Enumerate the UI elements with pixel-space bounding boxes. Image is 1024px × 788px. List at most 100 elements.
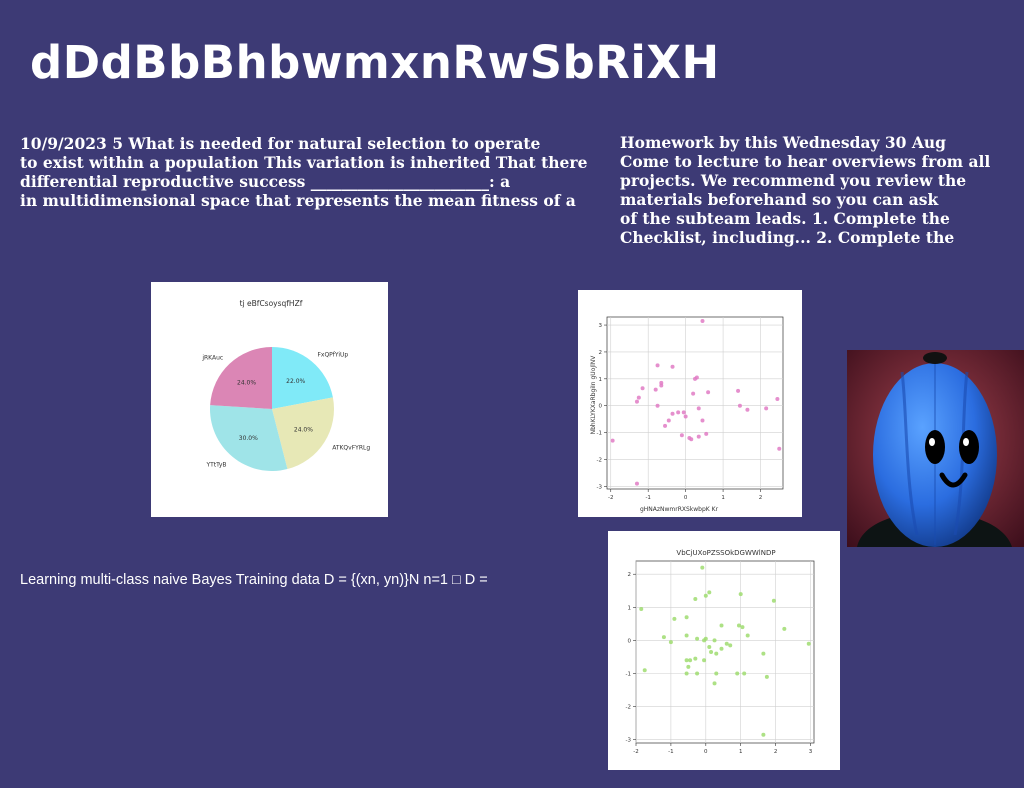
scatter1-point	[670, 411, 675, 416]
scatter2-point	[782, 626, 787, 631]
scatter1-plot-area	[606, 316, 784, 490]
scatter2-point	[742, 671, 747, 676]
scatter1-point	[696, 434, 701, 439]
scatter2-point	[764, 674, 769, 679]
scatter1-tick-label-x: -1	[645, 495, 650, 501]
scatter1-point	[736, 388, 741, 393]
scatter1-point	[777, 446, 782, 451]
scatter1-point	[670, 364, 675, 369]
scatter2-point	[684, 633, 689, 638]
scatter1-point	[655, 403, 660, 408]
scatter2-point	[702, 658, 707, 663]
scatter2-point	[693, 597, 698, 602]
scatter1-point	[655, 363, 660, 368]
scatter2-point	[714, 651, 719, 656]
scatter1-point	[704, 431, 709, 436]
scatter2-tick-label-x: -2	[633, 749, 638, 755]
scatter2-point	[712, 681, 717, 686]
scatter2-point	[703, 636, 708, 641]
pie-pct-label: 30.0%	[239, 435, 258, 442]
scatter1-point	[636, 395, 641, 400]
scatter2-tick-label-x: 3	[809, 749, 813, 755]
scatter1-tick-label-x: 1	[721, 495, 725, 501]
scatter1-point	[764, 406, 769, 411]
pie-slice	[210, 347, 272, 409]
left-text-block: 10/9/2023 5 What is needed for natural s…	[20, 134, 588, 210]
bottom-text: Learning multi-class naive Bayes Trainin…	[20, 572, 488, 588]
scatter1-point	[700, 418, 705, 423]
scatter1-point	[666, 418, 671, 423]
scatter1-point	[700, 319, 705, 324]
scatter1-point	[663, 423, 668, 428]
pie-chart-title: tj eBfCsoysqfHZf	[240, 299, 303, 308]
right-text-block: Homework by this Wednesday 30 Aug Come t…	[620, 133, 991, 247]
scatter2-point	[686, 664, 691, 669]
scatter-chart-1: gHNAzNwmrRXSkwbpK Kr NbhKLYKXaRbgiIn gUo…	[590, 316, 784, 513]
scatter2-tick-label-y: 0	[628, 638, 632, 644]
scatter2-point	[719, 623, 724, 628]
pie-slice	[272, 397, 334, 470]
scatter1-point	[775, 396, 780, 401]
scatter1-point	[691, 391, 696, 396]
scatter2-point	[761, 732, 766, 737]
scatter1-tick-label-y: 1	[599, 377, 603, 383]
scatter2-plot-area	[635, 560, 815, 744]
scatter2-tick-label-y: -1	[626, 672, 631, 678]
scatter1-point	[640, 386, 645, 391]
scatter2-point	[639, 606, 644, 611]
scatter1-tick-label-y: 2	[599, 350, 603, 356]
scatter1-point	[737, 403, 742, 408]
scatter1-point	[689, 437, 694, 442]
scatter2-point	[735, 671, 740, 676]
scatter1-point	[634, 481, 639, 486]
pie-slice	[210, 405, 288, 471]
scatter2-point	[806, 641, 811, 646]
scatter2-point	[642, 668, 647, 673]
scatter2-tick-label-y: 2	[628, 572, 632, 578]
scatter1-tick-label-y: 0	[599, 404, 603, 410]
scatter2-point	[684, 658, 689, 663]
scatter1-point	[679, 433, 684, 438]
scatter-chart-1-panel: gHNAzNwmrRXSkwbpK Kr NbhKLYKXaRbgiIn gUo…	[578, 290, 802, 517]
scatter1-tick-label-x: -2	[608, 495, 613, 501]
scatter2-point	[728, 643, 733, 648]
slide-title: dDdBbBhbwmxnRwSbRiXH	[30, 36, 720, 89]
scatter2-point	[712, 638, 717, 643]
scatter2-point	[661, 635, 666, 640]
scatter2-point	[745, 633, 750, 638]
scatter1-point	[696, 406, 701, 411]
scatter2-point	[695, 636, 700, 641]
pie-category-label: FxQPfYiUp	[317, 352, 348, 359]
scatter2-point	[672, 616, 677, 621]
scatter2-tick-label-x: 2	[774, 749, 778, 755]
pie-pct-label: 22.0%	[286, 378, 305, 385]
scatter1-point	[676, 410, 681, 415]
scatter1-xlabel: gHNAzNwmrRXSkwbpK Kr	[640, 506, 719, 513]
scatter1-tick-label-y: -2	[597, 457, 602, 463]
scatter2-point	[707, 590, 712, 595]
scatter2-point	[695, 671, 700, 676]
pie-category-label: jRKAuc	[201, 355, 223, 362]
scatter2-point	[668, 640, 673, 645]
scatter1-point	[659, 383, 664, 388]
scatter2-point	[684, 615, 689, 620]
pie-chart-panel: tj eBfCsoysqfHZf 22.0% FxQPfYiUp 24.0% ATKQ…	[151, 282, 388, 517]
scatter1-point	[694, 375, 699, 380]
scatter-chart-2-panel: VbCjUXoPZSSOkDGWWlNDP -2 -1 0 1 2 3 -3 -2 -1 0 1 2	[608, 531, 840, 770]
pie-category-label: YTtTyB	[205, 461, 226, 468]
scatter1-tick-label-y: -3	[597, 484, 603, 490]
scatter2-point	[693, 656, 698, 661]
scatter2-point	[700, 565, 705, 570]
scatter2-point	[736, 623, 741, 628]
blue-character-image	[847, 350, 1024, 547]
scatter1-point	[683, 414, 688, 419]
scatter1-tick-label-y: -1	[597, 431, 602, 437]
scatter2-point	[703, 593, 708, 598]
scatter1-ylabel: NbhKLYKXaRbgiIn gUoJlNV	[590, 355, 597, 435]
scatter1-point	[653, 387, 658, 392]
scatter1-point	[706, 390, 711, 395]
scatter2-tick-label-x: 1	[739, 749, 743, 755]
scatter1-tick-label-x: 2	[759, 495, 763, 501]
scatter2-point	[719, 646, 724, 651]
